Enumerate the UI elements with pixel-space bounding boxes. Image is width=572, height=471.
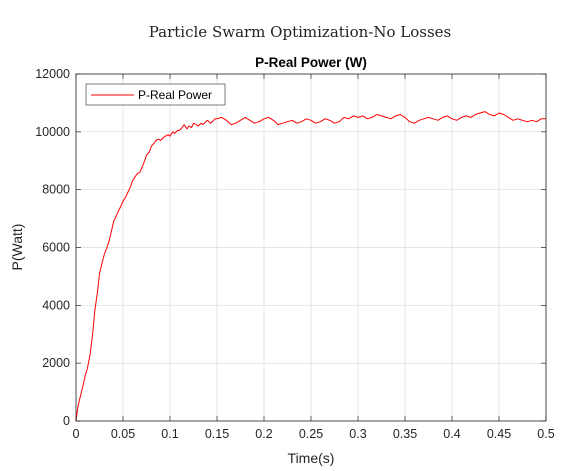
tick-marks (75, 73, 547, 422)
y-tick-label: 10000 (35, 125, 70, 139)
series-line-p-real-power (75, 111, 546, 422)
y-tick-labels: 0 2000 4000 6000 8000 10000 12000 (35, 67, 70, 428)
x-tick-labels: 0 0.05 0.1 0.15 0.2 0.25 0.3 0.35 0.4 0.45 0.5 (73, 427, 555, 441)
x-tick-label: 0.05 (111, 427, 135, 441)
y-tick-label: 4000 (42, 298, 70, 312)
series-layer (75, 111, 546, 422)
y-axis-label: P(Watt) (9, 224, 25, 271)
x-tick-label: 0.4 (443, 427, 460, 441)
chart-title: P-Real Power (W) (255, 55, 367, 70)
legend[interactable]: P-Real Power (85, 83, 226, 106)
x-tick-label: 0.1 (161, 427, 178, 441)
y-tick-label: 0 (63, 414, 70, 428)
x-tick-label: 0.3 (349, 427, 366, 441)
x-tick-label: 0.35 (393, 427, 417, 441)
legend-label: P-Real Power (138, 88, 212, 102)
y-tick-label: 8000 (42, 183, 70, 197)
y-tick-label: 6000 (42, 241, 70, 255)
x-tick-label: 0.45 (487, 427, 511, 441)
x-axis-label: Time(s) (288, 450, 335, 466)
x-tick-label: 0.15 (205, 427, 229, 441)
y-tick-label: 2000 (42, 356, 70, 370)
x-tick-label: 0 (73, 427, 80, 441)
x-tick-label: 0.5 (537, 427, 554, 441)
x-tick-label: 0.25 (299, 427, 323, 441)
y-tick-label: 12000 (35, 67, 70, 81)
legend-box (85, 83, 226, 106)
plot-area (75, 73, 547, 422)
figure-suptitle: Particle Swarm Optimization-No Losses (149, 23, 451, 41)
x-tick-label: 0.2 (255, 427, 272, 441)
